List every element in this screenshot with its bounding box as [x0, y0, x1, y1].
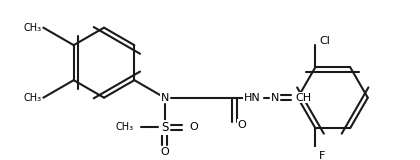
Text: F: F [319, 152, 326, 160]
Text: HN: HN [244, 93, 260, 103]
Text: O: O [238, 120, 247, 130]
Text: O: O [189, 122, 198, 132]
Text: Cl: Cl [319, 36, 330, 46]
Text: O: O [160, 147, 169, 157]
Text: CH₃: CH₃ [116, 122, 134, 132]
Text: N: N [160, 93, 169, 103]
Text: CH₃: CH₃ [24, 93, 42, 103]
Text: N: N [271, 93, 279, 103]
Text: CH: CH [295, 93, 311, 103]
Text: S: S [161, 121, 168, 134]
Text: CH₃: CH₃ [24, 23, 42, 33]
